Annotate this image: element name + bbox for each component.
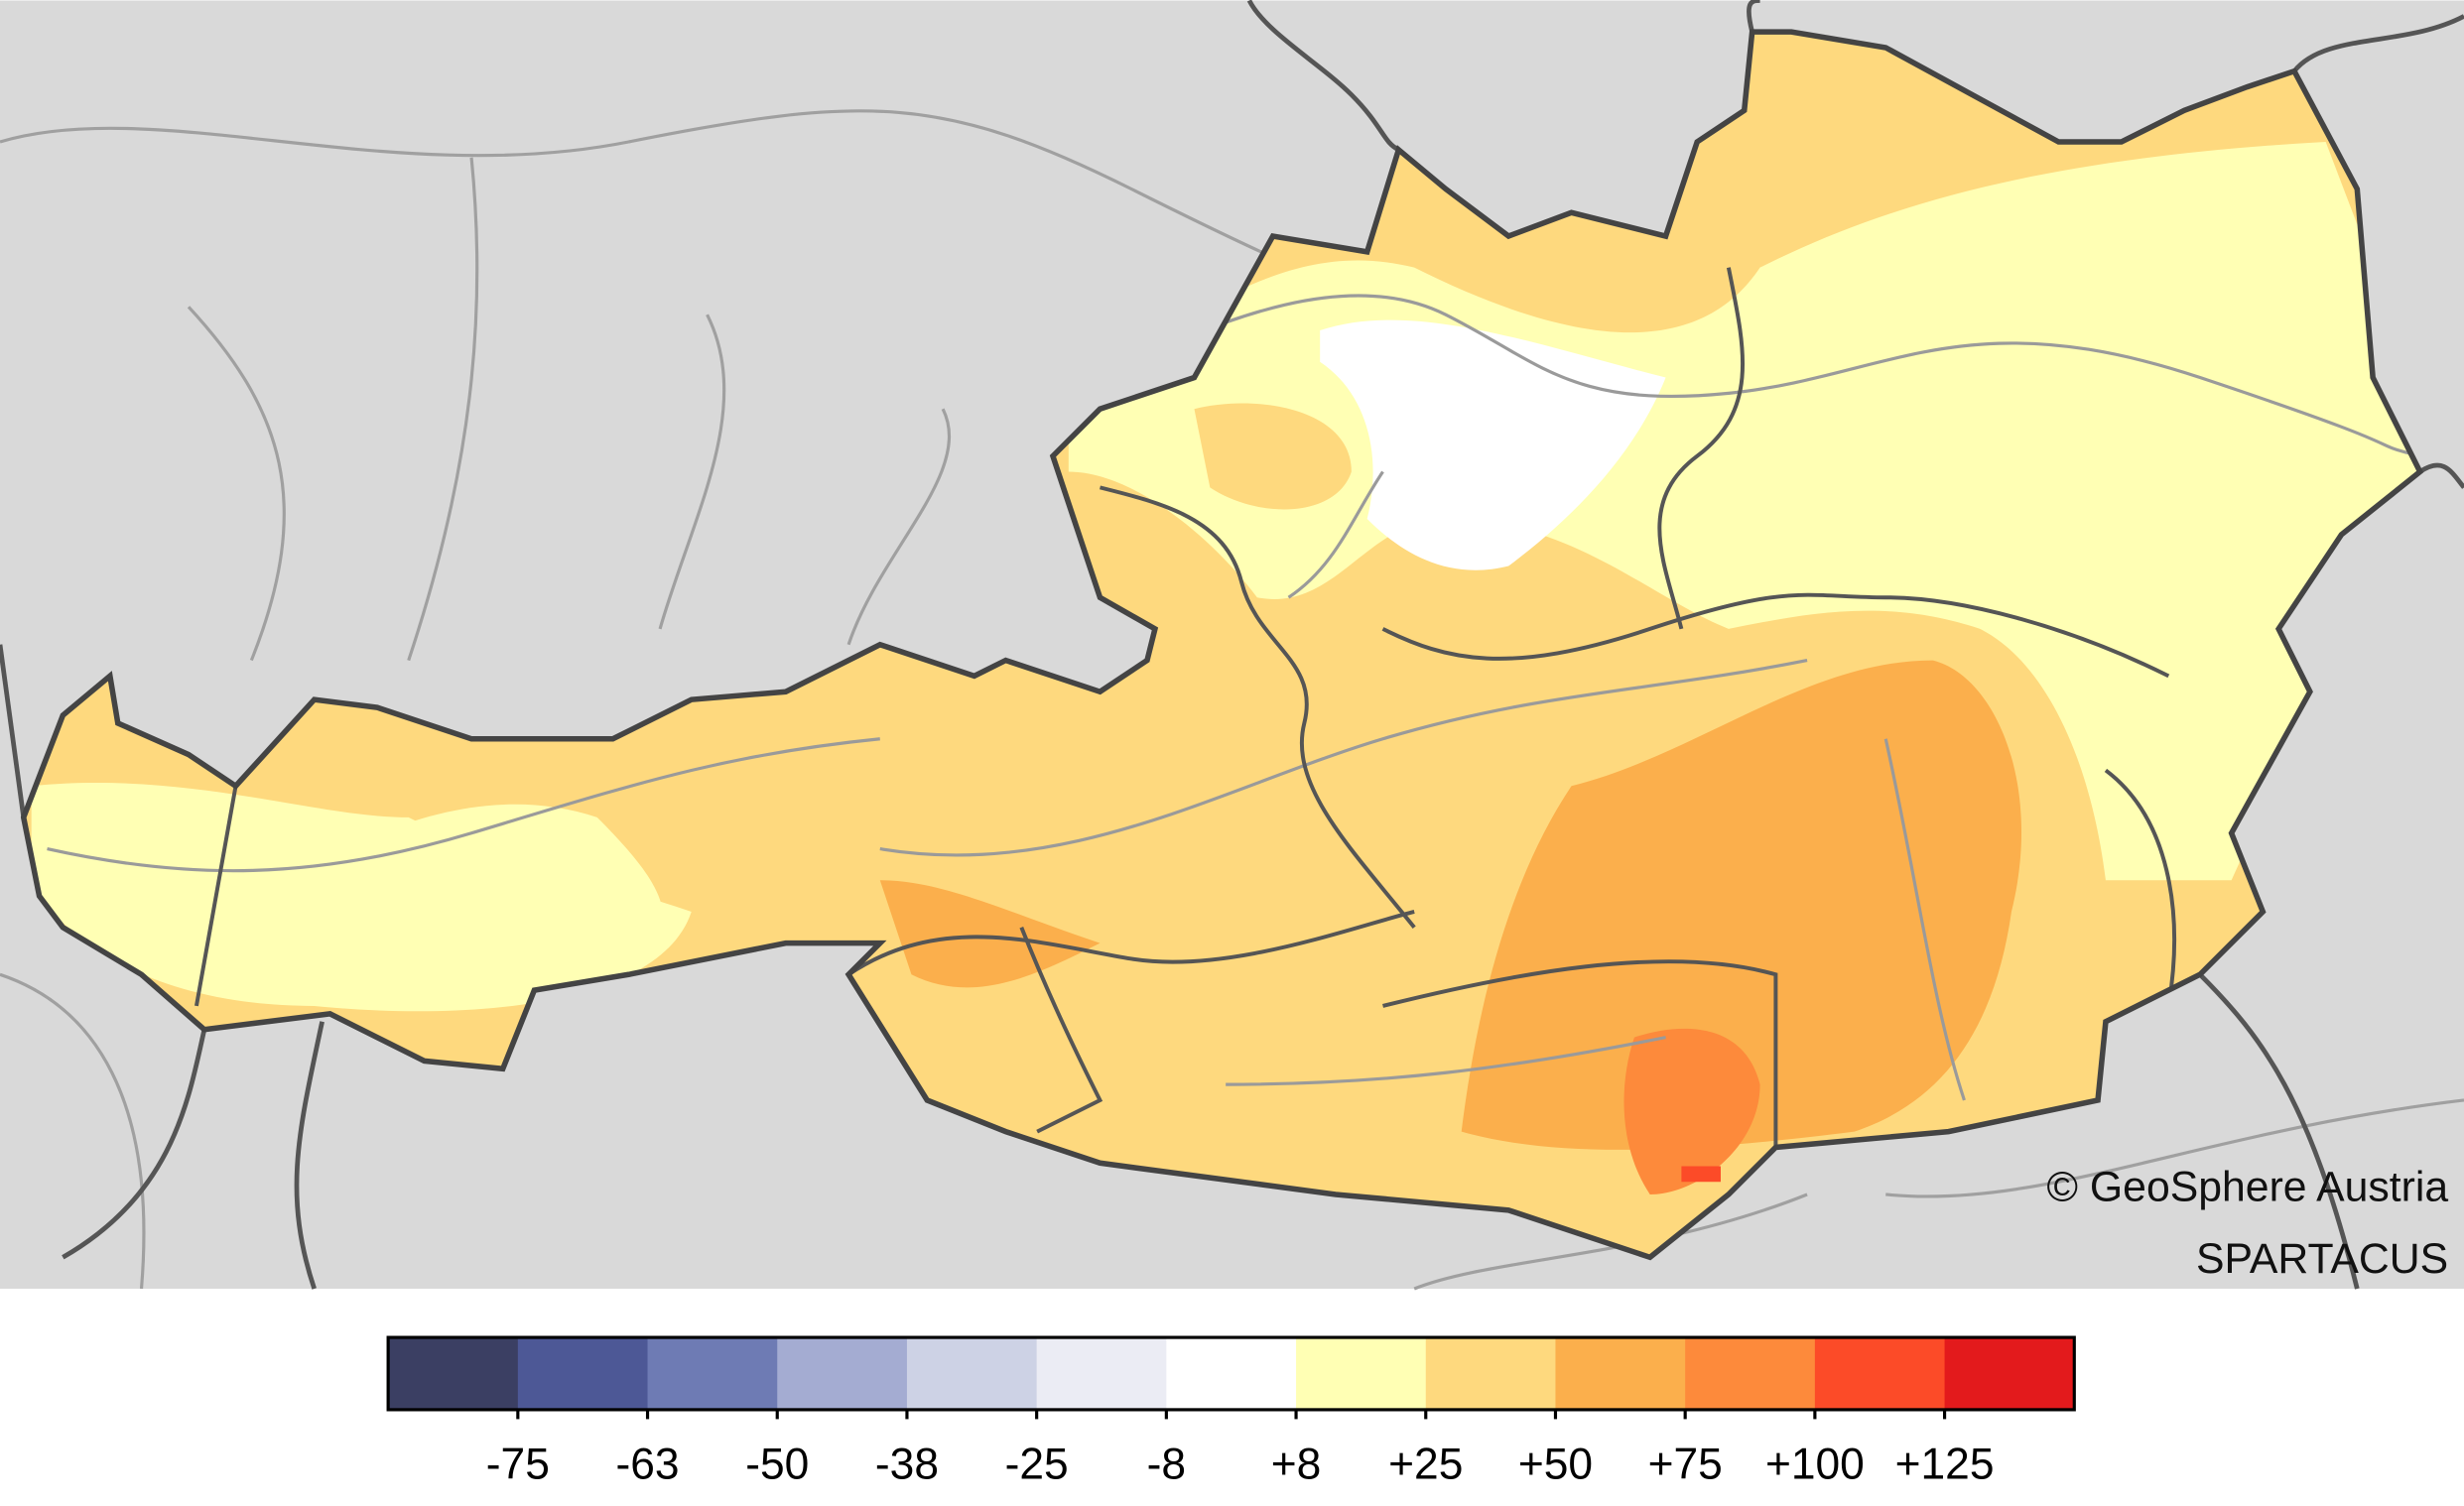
colorbar-swatch xyxy=(1166,1337,1297,1410)
level-region xyxy=(1623,1028,1760,1194)
state-borders xyxy=(194,267,2176,1148)
colorbar-tick-label: -50 xyxy=(745,1441,809,1489)
colorbar-swatch xyxy=(777,1337,908,1410)
colorbar-swatch xyxy=(1425,1337,1557,1410)
colorbar-tick-label: +25 xyxy=(1388,1441,1463,1489)
rivers xyxy=(47,294,2420,1101)
colorbar-tick-label: +8 xyxy=(1271,1441,1322,1489)
colorbar-swatch xyxy=(1296,1337,1427,1410)
colorbar-tick-label: -75 xyxy=(486,1441,550,1489)
colorbar-frame xyxy=(386,1335,2076,1412)
colorbar-swatch xyxy=(1944,1337,2076,1410)
level-region xyxy=(1461,660,2022,1150)
colorbar-swatch xyxy=(906,1337,1038,1410)
colorbar-swatch xyxy=(1555,1337,1686,1410)
colorbar-swatch xyxy=(517,1337,649,1410)
colorbar-tick-label: -8 xyxy=(1147,1441,1186,1489)
level-region xyxy=(879,880,1101,988)
colorbar-swatch xyxy=(647,1337,779,1410)
level-region xyxy=(1194,403,1352,510)
colorbar-swatch xyxy=(1814,1337,1946,1410)
colorbar-swatch xyxy=(1685,1337,1816,1410)
colorbar-tick-label: -25 xyxy=(1005,1441,1069,1489)
colorbar-tick-label: +50 xyxy=(1518,1441,1593,1489)
colorbar-swatch xyxy=(1036,1337,1168,1410)
colorbar-tick-label: +75 xyxy=(1648,1441,1723,1489)
neighbour-borders xyxy=(0,0,2464,1290)
colorbar-tick-label: -38 xyxy=(875,1441,939,1489)
copyright: © GeoSphere Austria xyxy=(2047,1163,2449,1210)
colorbar-swatch xyxy=(388,1337,519,1410)
colorbar-tick-label: -63 xyxy=(616,1441,680,1489)
colorbar: -75 -63 -50 -38 -25 -8 +8 +25 +50 +75 +100 +125 xyxy=(386,1335,2076,1489)
colorbar-tick-label: +125 xyxy=(1895,1441,1995,1489)
colorbar-tick-label: +100 xyxy=(1765,1441,1865,1489)
dataset-name: SPARTACUS xyxy=(2196,1235,2448,1283)
level-region xyxy=(1681,1166,1721,1183)
